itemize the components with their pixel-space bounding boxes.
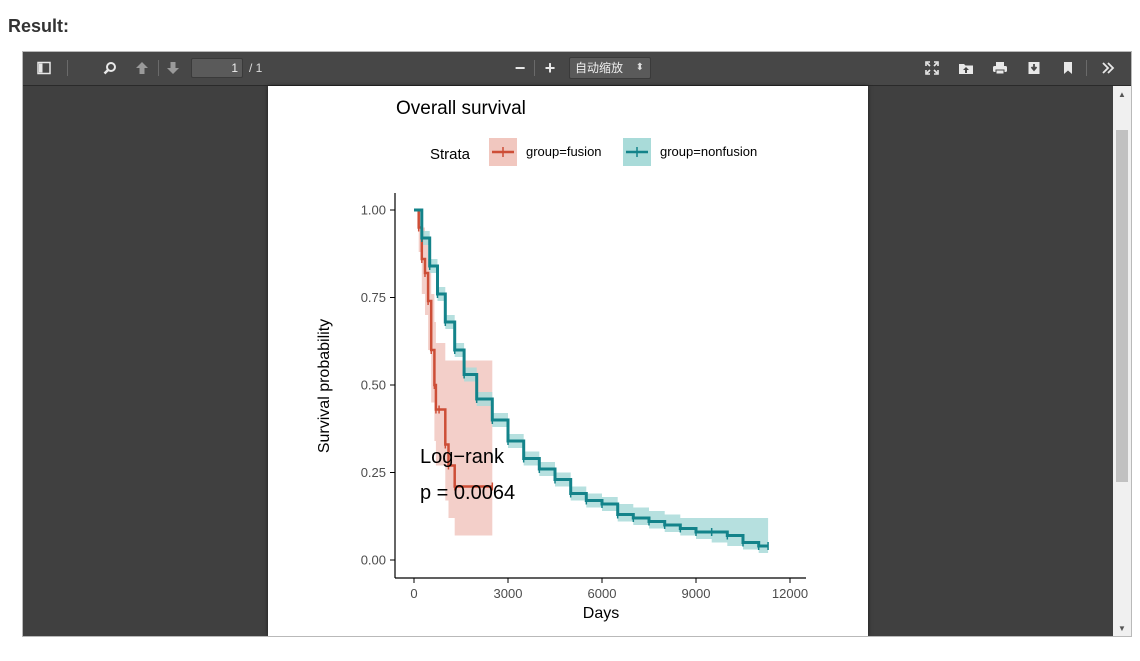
sidebar-toggle-icon[interactable] [31,56,57,80]
x-tick-label: 0 [410,586,417,601]
toolbar-separator [67,60,68,76]
zoom-select[interactable]: 自动缩放 ⬍ [569,57,651,79]
y-tick-label: 0.50 [361,378,386,393]
presentation-mode-icon[interactable] [919,56,945,80]
open-file-icon[interactable] [953,56,979,80]
tools-icon[interactable] [1095,56,1121,80]
search-icon[interactable] [97,56,123,80]
previous-page-icon[interactable] [129,56,155,80]
toolbar-separator [534,60,535,76]
scrollbar-thumb[interactable] [1116,130,1128,482]
legend-label-fusion: group=fusion [526,144,602,159]
ci-band-fusion [414,210,493,536]
ci-band-nonfusion [414,210,769,553]
page-count: / 1 [249,61,263,75]
y-tick-label: 0.00 [361,553,386,568]
pdf-page: Overall survival Strata group=fusion gro… [268,86,868,636]
x-tick-label: 6000 [588,586,617,601]
legend-title: Strata [430,146,471,163]
x-tick-label: 12000 [772,586,808,601]
x-axis-label: Days [583,605,619,622]
legend-label-nonfusion: group=nonfusion [660,144,757,159]
result-label: Result: [8,16,70,36]
chart-title: Overall survival [396,98,526,119]
annotation-logrank: Log−rank [420,446,505,468]
survival-line-fusion [414,208,493,488]
x-tick-label: 3000 [494,586,523,601]
vertical-scrollbar[interactable]: ▲ ▼ [1113,86,1131,636]
toolbar-separator [1086,60,1087,76]
select-arrows-icon: ⬍ [635,62,644,73]
km-chart: Overall survival Strata group=fusion gro… [316,98,808,622]
scroll-down-icon[interactable]: ▼ [1118,623,1126,633]
zoom-in-icon[interactable]: + [544,57,556,78]
axis-ticks: 0 3000 6000 9000 12000 0.00 0.25 0.50 0.75 1.00 [361,203,808,602]
pdf-viewer: 1 / 1 − + 自动缩放 ⬍ Overall [22,51,1132,637]
page-number-input[interactable]: 1 [191,58,243,78]
y-axis-label: Survival probability [316,319,333,453]
y-tick-label: 0.25 [361,465,386,480]
plot-area [414,208,769,553]
zoom-out-icon[interactable]: − [514,57,526,78]
scroll-up-icon[interactable]: ▲ [1118,89,1126,99]
download-icon[interactable] [1021,56,1047,80]
next-page-icon[interactable] [160,56,186,80]
y-tick-label: 0.75 [361,290,386,305]
y-tick-label: 1.00 [361,203,386,218]
toolbar-separator [158,60,159,76]
print-icon[interactable] [987,56,1013,80]
viewer-toolbar: 1 / 1 − + 自动缩放 ⬍ [23,52,1131,86]
annotation-pvalue: p = 0.0064 [420,482,515,504]
x-tick-label: 9000 [682,586,711,601]
bookmark-icon[interactable] [1055,56,1081,80]
viewer-content: Overall survival Strata group=fusion gro… [23,86,1113,636]
zoom-select-value: 自动缩放 [575,61,624,75]
